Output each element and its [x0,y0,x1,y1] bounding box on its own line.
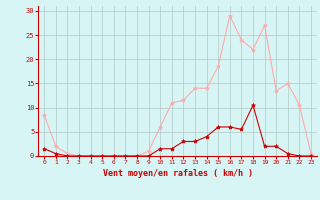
X-axis label: Vent moyen/en rafales ( km/h ): Vent moyen/en rafales ( km/h ) [103,169,252,178]
